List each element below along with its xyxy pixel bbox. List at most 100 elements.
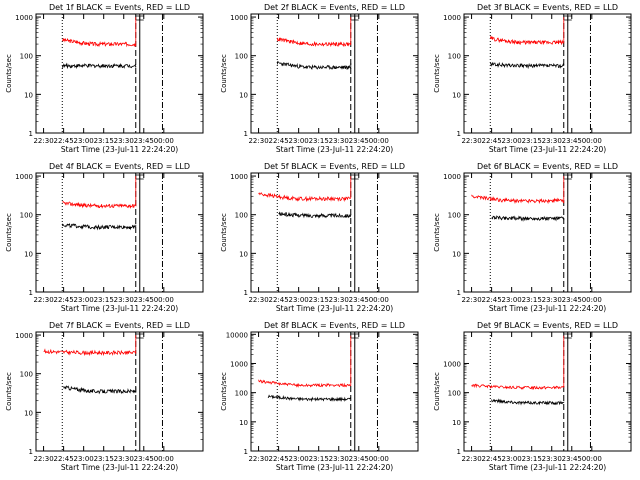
x-tick-label: 23:00 (502, 455, 522, 463)
panel-1: Det 1f BLACK = Events, RED = LLD 1 10 100 10… (5, 3, 204, 154)
x-tick-label: 23:30 (542, 296, 562, 304)
x-tick-label: 23:00 (74, 296, 94, 304)
x-axis-label: Start Time (23-Jul-11 22:24:20) (489, 145, 606, 154)
y-tick-label: 1 (457, 289, 461, 297)
x-axis-label: Start Time (23-Jul-11 22:24:20) (61, 304, 178, 313)
panel-2: Det 2f BLACK = Events, RED = LLD 1 10 100 10… (220, 3, 419, 154)
plot-frame (463, 13, 632, 134)
x-tick-label: 23:30 (114, 296, 134, 304)
y-tick-label: 100 (235, 390, 248, 398)
x-tick-label: 23:00 (289, 455, 309, 463)
y-tick-label: 1 (244, 289, 248, 297)
y-tick-label: 1000 (15, 173, 33, 181)
x-tick-label: 23:30 (114, 455, 134, 463)
plot-frame (35, 172, 204, 293)
red-lld-series (62, 176, 137, 209)
time-bracket (350, 174, 359, 180)
x-tick-label: 23:00 (502, 137, 522, 145)
y-axis-label: Counts/sec (5, 54, 13, 93)
y-tick-label: 100 (448, 53, 461, 61)
y-axis-label: Counts/sec (5, 213, 13, 252)
x-axis-label: Start Time (23-Jul-11 22:24:20) (489, 463, 606, 472)
y-tick-label: 1000 (443, 14, 461, 22)
x-tick-label: 22:45 (269, 137, 289, 145)
x-tick-label: 23:15 (522, 137, 542, 145)
y-axis-label: Counts/sec (220, 54, 228, 93)
x-tick-label: 22:30 (248, 455, 268, 463)
y-tick-label: 10 (24, 409, 33, 417)
y-tick-label: 1000 (230, 173, 248, 181)
x-tick-label: 22:45 (54, 137, 74, 145)
x-axis-label: Start Time (23-Jul-11 22:24:20) (489, 304, 606, 313)
x-axis-label: Start Time (23-Jul-11 22:24:20) (61, 463, 178, 472)
x-tick-label: 00:00 (154, 296, 174, 304)
plot-frame (463, 172, 632, 293)
y-tick-label: 1 (457, 130, 461, 138)
x-tick-label: 23:15 (522, 296, 542, 304)
y-axis-label: Counts/sec (433, 372, 441, 411)
red-lld-series (276, 17, 352, 48)
y-axis-label: Counts/sec (5, 372, 13, 411)
black-events-series (267, 394, 352, 403)
x-tick-label: 23:30 (329, 137, 349, 145)
x-tick-label: 23:30 (542, 137, 562, 145)
y-tick-label: 1000 (230, 360, 248, 368)
x-tick-label: 23:00 (289, 296, 309, 304)
y-tick-label: 1 (457, 448, 461, 456)
panel-4: Det 4f BLACK = Events, RED = LLD 1 10 100 10… (5, 162, 204, 313)
x-tick-label: 23:45 (134, 296, 154, 304)
black-events-series (278, 211, 352, 219)
x-tick-label: 23:00 (74, 455, 94, 463)
y-tick-label: 10 (452, 91, 461, 99)
plot-frame (35, 331, 204, 452)
x-tick-label: 22:45 (482, 296, 502, 304)
x-tick-label: 23:30 (329, 455, 349, 463)
y-tick-label: 10 (452, 419, 461, 427)
x-tick-label: 22:30 (33, 137, 53, 145)
plot-frame (250, 13, 419, 134)
red-lld-series (62, 17, 137, 48)
x-tick-label: 22:30 (461, 296, 481, 304)
panel-8: Det 8f BLACK = Events, RED = LLD 1 10 100 10… (220, 321, 419, 472)
panel-title: Det 3f BLACK = Events, RED = LLD (477, 3, 618, 12)
y-tick-label: 1000 (15, 14, 33, 22)
x-tick-label: 23:15 (522, 455, 542, 463)
x-axis-label: Start Time (23-Jul-11 22:24:20) (276, 145, 393, 154)
y-axis-label: Counts/sec (220, 372, 228, 411)
x-axis-label: Start Time (23-Jul-11 22:24:20) (61, 145, 178, 154)
plot-frame (463, 331, 632, 452)
time-bracket (135, 174, 144, 180)
x-tick-label: 00:00 (369, 296, 389, 304)
x-tick-label: 23:30 (542, 455, 562, 463)
x-tick-label: 00:00 (369, 455, 389, 463)
plot-frame (250, 172, 419, 293)
y-tick-label: 100 (20, 371, 33, 379)
y-tick-label: 1000 (15, 332, 33, 340)
x-tick-label: 22:45 (269, 296, 289, 304)
panel-title: Det 1f BLACK = Events, RED = LLD (49, 3, 190, 12)
x-tick-label: 00:00 (582, 137, 602, 145)
red-lld-series (43, 335, 137, 357)
x-tick-label: 23:45 (562, 296, 582, 304)
y-tick-label: 100 (235, 53, 248, 61)
y-tick-label: 10 (239, 419, 248, 427)
x-tick-label: 23:45 (349, 455, 369, 463)
y-tick-label: 1 (244, 448, 248, 456)
panel-title: Det 2f BLACK = Events, RED = LLD (264, 3, 405, 12)
panel-title: Det 8f BLACK = Events, RED = LLD (264, 321, 405, 330)
y-tick-label: 1000 (443, 173, 461, 181)
y-axis-label: Counts/sec (433, 213, 441, 252)
x-tick-label: 00:00 (154, 455, 174, 463)
panel-7: Det 7f BLACK = Events, RED = LLD 1 10 100 10… (5, 321, 204, 472)
panel-3: Det 3f BLACK = Events, RED = LLD 1 10 100 10… (433, 3, 632, 154)
x-tick-label: 22:45 (269, 455, 289, 463)
x-tick-label: 22:30 (248, 137, 268, 145)
x-tick-label: 00:00 (369, 137, 389, 145)
x-tick-label: 23:15 (94, 455, 114, 463)
x-axis-label: Start Time (23-Jul-11 22:24:20) (276, 463, 393, 472)
y-axis-label: Counts/sec (433, 54, 441, 93)
x-tick-label: 23:45 (349, 296, 369, 304)
y-tick-label: 10 (452, 250, 461, 258)
time-bracket (350, 333, 359, 339)
time-bracket (350, 15, 359, 21)
